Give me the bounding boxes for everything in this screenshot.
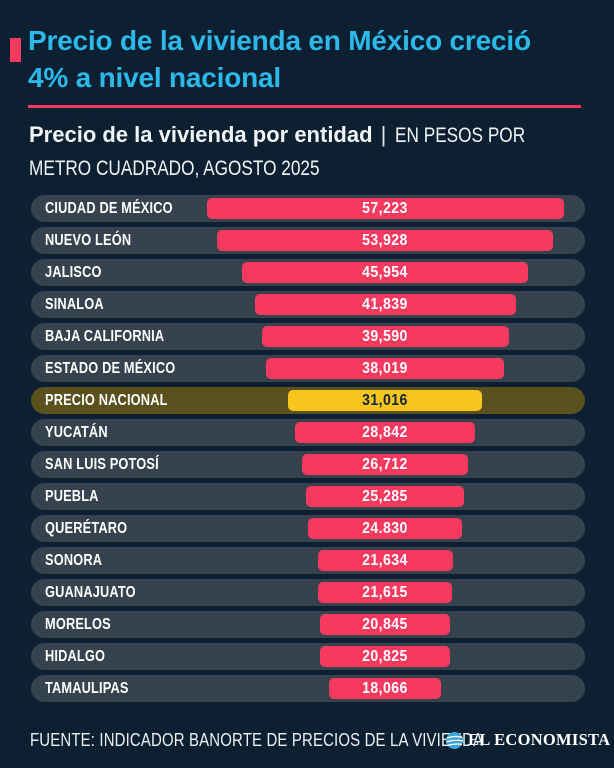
state-label: PUEBLA <box>45 488 99 505</box>
value-bar: 24.830 <box>307 518 463 539</box>
value-label: 31,016 <box>362 392 408 409</box>
state-label: PRECIO NACIONAL <box>45 392 168 409</box>
value-label: 20,845 <box>362 616 408 633</box>
chart-row: GUANAJUATO 21,615 <box>31 579 585 606</box>
value-label: 24.830 <box>362 520 408 537</box>
value-bar: 53,928 <box>216 230 554 251</box>
value-bar: 21,615 <box>317 582 453 603</box>
value-bar: 21,634 <box>317 550 453 571</box>
chart-row: JALISCO 45,954 <box>31 259 585 286</box>
state-label: MORELOS <box>45 616 111 633</box>
subtitle-line2: METRO CUADRADO, AGOSTO 2025 <box>29 152 594 185</box>
value-bar: 31,016 <box>288 390 482 411</box>
chart-row: SAN LUIS POTOSÍ 26,712 <box>31 451 585 478</box>
state-label: JALISCO <box>45 264 102 281</box>
state-label: SINALOA <box>45 296 104 313</box>
chart-row: PUEBLA 25,285 <box>31 483 585 510</box>
title-line2: 4% a nivel nacional <box>28 62 281 93</box>
state-label: NUEVO LEÓN <box>45 232 132 249</box>
value-label: 45,954 <box>362 264 408 281</box>
chart-row: MORELOS 20,845 <box>31 611 585 638</box>
chart-subtitle: Precio de la vivienda por entidad | EN P… <box>29 119 594 185</box>
state-label: SONORA <box>45 552 103 569</box>
value-bar: 26,712 <box>301 454 469 475</box>
chart-row: TAMAULIPAS 18,066 <box>31 675 585 702</box>
page-title: Precio de la vivienda en México creció 4%… <box>28 22 583 96</box>
value-label: 26,712 <box>362 456 408 473</box>
subtitle-separator: | <box>380 122 387 147</box>
state-label: ESTADO DE MÉXICO <box>45 360 176 377</box>
state-label: HIDALGO <box>45 648 106 665</box>
value-label: 21,615 <box>362 584 408 601</box>
state-label: TAMAULIPAS <box>45 680 129 697</box>
chart-row: YUCATÁN 28,842 <box>31 419 585 446</box>
value-label: 38,019 <box>362 360 408 377</box>
value-bar: 28,842 <box>295 422 475 443</box>
value-bar: 38,019 <box>266 358 504 379</box>
subtitle-bold: Precio de la vivienda por entidad <box>29 122 373 147</box>
value-label: 18,066 <box>362 680 408 697</box>
chart-row: ESTADO DE MÉXICO 38,019 <box>31 355 585 382</box>
value-label: 39,590 <box>362 328 408 345</box>
chart-row: CIUDAD DE MÉXICO 57,223 <box>31 195 585 222</box>
value-label: 57,223 <box>362 200 408 217</box>
subtitle-line1: Precio de la vivienda por entidad | EN P… <box>29 119 594 152</box>
subtitle-units-2: METRO CUADRADO, AGOSTO 2025 <box>29 157 320 180</box>
value-label: 20,825 <box>362 648 408 665</box>
value-label: 25,285 <box>362 488 408 505</box>
value-bar: 57,223 <box>206 198 564 219</box>
value-bar: 20,825 <box>320 646 450 667</box>
chart-row: NUEVO LEÓN 53,928 <box>31 227 585 254</box>
chart-row: QUERÉTARO 24.830 <box>31 515 585 542</box>
publisher-logo: EL ECONOMISTA <box>446 730 614 750</box>
state-label: BAJA CALIFORNIA <box>45 328 165 345</box>
chart-row: SINALOA 41,839 <box>31 291 585 318</box>
state-label: GUANAJUATO <box>45 584 136 601</box>
value-bar: 39,590 <box>261 326 509 347</box>
value-label: 21,634 <box>362 552 408 569</box>
chart-row: SONORA 21,634 <box>31 547 585 574</box>
chart-row: HIDALGO 20,825 <box>31 643 585 670</box>
el-economista-globe-icon <box>446 731 463 749</box>
footer: FUENTE: INDICADOR BANORTE DE PRECIOS DE … <box>30 730 610 752</box>
bar-chart: CIUDAD DE MÉXICO 57,223 NUEVO LEÓN 53,92… <box>31 195 585 707</box>
source-note: FUENTE: INDICADOR BANORTE DE PRECIOS DE … <box>30 730 484 750</box>
title-divider <box>28 105 581 108</box>
value-label: 41,839 <box>362 296 408 313</box>
publisher-name: EL ECONOMISTA <box>468 730 611 749</box>
chart-row: BAJA CALIFORNIA 39,590 <box>31 323 585 350</box>
value-label: 28,842 <box>362 424 408 441</box>
state-label: SAN LUIS POTOSÍ <box>45 456 159 473</box>
subtitle-units-1: EN PESOS POR <box>394 124 525 147</box>
title-line1: Precio de la vivienda en México creció <box>28 25 531 56</box>
state-label: CIUDAD DE MÉXICO <box>45 200 173 217</box>
value-bar: 41,839 <box>254 294 516 315</box>
title-accent-marker-icon <box>10 38 21 62</box>
value-bar: 18,066 <box>328 678 442 699</box>
value-bar: 45,954 <box>241 262 529 283</box>
chart-row: PRECIO NACIONAL 31,016 <box>31 387 585 414</box>
value-bar: 20,845 <box>320 614 450 635</box>
state-label: YUCATÁN <box>45 424 108 441</box>
value-label: 53,928 <box>362 232 408 249</box>
state-label: QUERÉTARO <box>45 520 128 537</box>
value-bar: 25,285 <box>306 486 464 507</box>
